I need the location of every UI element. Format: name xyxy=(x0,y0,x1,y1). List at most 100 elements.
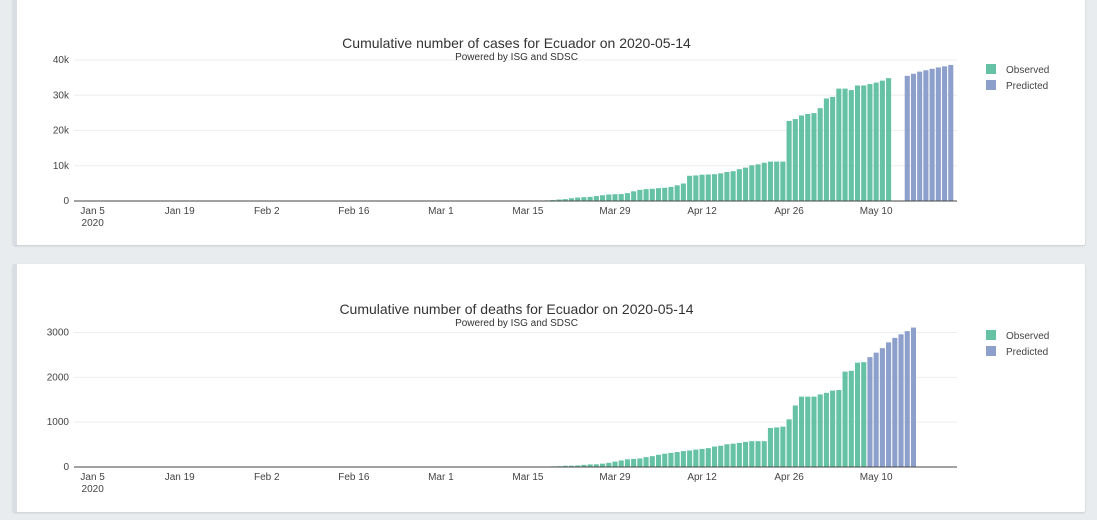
legend-label-observed[interactable]: Observed xyxy=(1006,331,1049,342)
bar-observed xyxy=(618,194,624,201)
bar-observed xyxy=(724,444,730,467)
bar-observed xyxy=(786,120,792,201)
bar-observed xyxy=(830,390,836,467)
y-tick-label: 10k xyxy=(53,161,70,172)
bar-observed xyxy=(886,78,892,201)
legend-swatch-predicted[interactable] xyxy=(986,346,996,356)
bar-observed xyxy=(830,96,836,201)
deaths-chart-panel: 0 1000 2000 3000 Jan 5 2020 Jan 19 Feb 2 Feb 16 M… xyxy=(13,264,1085,512)
bar-observed xyxy=(861,362,867,467)
bar-observed xyxy=(767,161,773,201)
bar-predicted xyxy=(917,71,923,201)
bar-observed xyxy=(749,165,755,201)
bar-observed xyxy=(662,187,668,201)
bar-observed xyxy=(674,185,680,201)
bar-observed xyxy=(668,186,674,201)
bar-observed xyxy=(699,174,705,201)
x-tick-label: Jan 19 xyxy=(165,472,195,483)
legend-swatch-predicted[interactable] xyxy=(986,80,996,90)
bar-observed xyxy=(854,362,861,467)
bar-observed xyxy=(792,119,798,201)
panel-edge xyxy=(13,0,17,245)
bar-observed xyxy=(687,175,693,201)
legend-label-predicted[interactable]: Predicted xyxy=(1006,81,1048,92)
x-tick-label: May 10 xyxy=(860,472,893,483)
bar-observed xyxy=(693,175,699,201)
x-tick-label: Feb 2 xyxy=(254,206,280,217)
bar-observed xyxy=(811,396,817,467)
chart-subtitle: Powered by ISG and SDSC xyxy=(455,318,578,329)
bar-observed xyxy=(798,396,805,467)
chart-subtitle: Powered by ISG and SDSC xyxy=(455,52,578,63)
bar-observed xyxy=(705,448,711,467)
y-tick-label: 0 xyxy=(63,462,69,473)
chart-title: Cumulative number of cases for Ecuador o… xyxy=(342,35,691,51)
bar-observed xyxy=(562,199,568,201)
bar-observed xyxy=(817,108,823,201)
x-tick-label: Apr 12 xyxy=(687,472,717,483)
y-tick-label: 40k xyxy=(53,55,70,66)
bar-predicted xyxy=(904,331,910,467)
x-tick-label: Feb 2 xyxy=(254,472,280,483)
bar-predicted xyxy=(904,75,910,201)
bar-observed xyxy=(699,448,705,467)
bar-observed xyxy=(761,162,767,201)
bar-observed xyxy=(736,442,742,467)
x-tick-label: Feb 16 xyxy=(338,206,370,217)
legend-swatch-observed[interactable] xyxy=(986,330,996,340)
bar-observed xyxy=(755,441,761,467)
bar-observed xyxy=(631,191,637,201)
bar-observed xyxy=(823,392,829,467)
bar-observed xyxy=(674,452,680,467)
bar-observed xyxy=(811,113,817,201)
bar-observed xyxy=(662,453,668,467)
y-tick-label: 2000 xyxy=(47,372,70,383)
bar-observed xyxy=(693,449,699,467)
x-tick-label: Apr 26 xyxy=(774,206,804,217)
bar-observed xyxy=(873,82,879,201)
legend-swatch-observed[interactable] xyxy=(986,64,996,74)
bar-observed xyxy=(854,85,861,201)
bar-observed xyxy=(861,85,867,201)
x-tick-label: Mar 29 xyxy=(599,206,631,217)
bar-observed xyxy=(711,174,718,201)
bar-observed xyxy=(687,450,693,467)
x-tick-sublabel: 2020 xyxy=(82,484,105,495)
bar-observed xyxy=(805,396,811,467)
legend-label-observed[interactable]: Observed xyxy=(1006,65,1049,76)
bar-observed xyxy=(593,464,599,467)
x-tick-label: Mar 15 xyxy=(512,472,544,483)
bar-observed xyxy=(637,458,643,467)
bar-observed xyxy=(556,199,562,201)
bar-predicted xyxy=(873,352,879,467)
bar-observed xyxy=(798,115,805,201)
y-tick-label: 0 xyxy=(63,196,69,207)
bar-observed xyxy=(593,196,599,201)
y-tick-label: 30k xyxy=(53,90,70,101)
bar-predicted xyxy=(948,64,954,201)
legend-label-predicted[interactable]: Predicted xyxy=(1006,347,1048,358)
chart-title: Cumulative number of deaths for Ecuador … xyxy=(339,301,693,317)
bar-observed xyxy=(749,441,755,467)
bar-observed xyxy=(680,451,686,467)
bar-predicted xyxy=(923,70,929,201)
bar-observed xyxy=(600,463,606,467)
x-tick-label: Mar 29 xyxy=(599,472,631,483)
bar-observed xyxy=(655,188,662,201)
bar-observed xyxy=(631,458,637,467)
bar-observed xyxy=(575,465,581,467)
bar-observed xyxy=(755,164,761,201)
bar-observed xyxy=(718,445,724,467)
x-tick-label: Mar 1 xyxy=(428,206,454,217)
bar-observed xyxy=(761,441,767,467)
bar-observed xyxy=(705,174,711,201)
bar-observed xyxy=(637,189,643,201)
x-tick-label: Mar 15 xyxy=(512,206,544,217)
bar-observed xyxy=(612,461,618,467)
bar-predicted xyxy=(942,66,948,201)
bar-observed xyxy=(612,194,618,201)
x-tick-sublabel: 2020 xyxy=(82,218,105,229)
bar-observed xyxy=(805,114,811,201)
y-tick-label: 20k xyxy=(53,126,70,137)
